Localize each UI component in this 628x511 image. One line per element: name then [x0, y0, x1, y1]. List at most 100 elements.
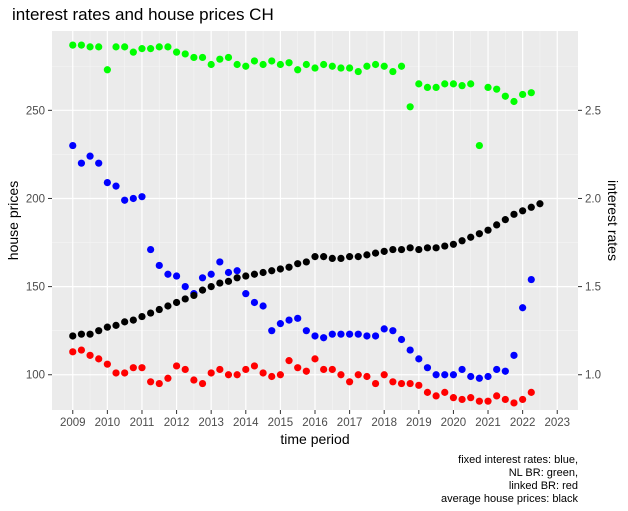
- data-point: [371, 249, 380, 257]
- data-point: [268, 267, 276, 275]
- data-point: [121, 318, 129, 326]
- x-tick-label: 2012: [164, 417, 190, 429]
- data-point: [484, 397, 492, 405]
- grid-major: [52, 31, 578, 410]
- data-point: [129, 316, 137, 324]
- data-point: [198, 274, 207, 282]
- data-point: [519, 395, 527, 404]
- data-point: [77, 41, 86, 49]
- y-left-tick-label: 200: [26, 193, 45, 205]
- data-point: [285, 263, 293, 271]
- chart-title: interest rates and house prices CH: [12, 5, 274, 24]
- data-point: [346, 330, 354, 338]
- data-point: [95, 355, 103, 363]
- data-point: [302, 258, 310, 266]
- data-point: [311, 64, 319, 72]
- data-point: [138, 193, 146, 201]
- data-point: [285, 357, 293, 365]
- data-point: [69, 348, 77, 356]
- data-point: [164, 43, 172, 51]
- series-0: [69, 141, 535, 382]
- data-point: [449, 240, 458, 248]
- y-axis-right: 1.0 1.5 2.0 2.5: [578, 105, 601, 382]
- data-point: [371, 60, 380, 69]
- data-point: [423, 364, 432, 372]
- data-point: [294, 66, 302, 74]
- data-point: [406, 244, 414, 252]
- data-point: [328, 62, 336, 70]
- data-point: [354, 330, 362, 338]
- data-point: [172, 362, 181, 370]
- y-axis-left: 100 150 200 250: [26, 105, 52, 382]
- data-point: [259, 369, 267, 377]
- data-point: [138, 364, 146, 372]
- data-point: [371, 332, 380, 340]
- data-point: [233, 267, 241, 275]
- data-point: [250, 270, 259, 278]
- data-point: [224, 277, 233, 285]
- x-tick-label: 2015: [268, 417, 294, 429]
- data-point: [276, 265, 284, 273]
- data-point: [233, 371, 241, 379]
- x-tick-label: 2010: [95, 417, 121, 429]
- data-point: [441, 242, 449, 250]
- data-point: [527, 275, 535, 284]
- data-point: [147, 378, 155, 386]
- data-point: [69, 332, 77, 340]
- data-point: [242, 62, 250, 70]
- data-point: [268, 372, 276, 381]
- data-point: [138, 45, 146, 53]
- data-point: [510, 210, 518, 218]
- data-point: [224, 53, 233, 62]
- data-point: [86, 330, 94, 338]
- y-right-tick-label: 2.0: [585, 193, 601, 205]
- data-point: [198, 286, 207, 294]
- data-point: [121, 43, 129, 51]
- data-point: [181, 50, 189, 58]
- x-tick-label: 2018: [371, 417, 397, 429]
- data-point: [233, 60, 241, 69]
- data-point: [475, 374, 483, 382]
- data-point: [328, 254, 336, 262]
- x-tick-label: 2023: [544, 417, 570, 429]
- data-point: [458, 82, 466, 90]
- data-point: [432, 371, 440, 379]
- data-point: [164, 374, 172, 382]
- data-point: [337, 254, 345, 262]
- data-point: [501, 395, 509, 404]
- data-point: [172, 48, 181, 56]
- data-point: [432, 244, 440, 252]
- data-point: [389, 378, 397, 386]
- data-point: [147, 45, 155, 53]
- data-point: [475, 397, 483, 405]
- x-tick-label: 2017: [337, 417, 363, 429]
- data-points: [69, 41, 544, 407]
- data-point: [259, 268, 267, 277]
- y-right-tick-label: 2.5: [585, 105, 601, 117]
- data-point: [519, 90, 527, 99]
- data-point: [415, 355, 423, 363]
- data-point: [103, 323, 111, 331]
- x-tick-label: 2011: [130, 417, 155, 429]
- data-point: [354, 67, 362, 76]
- data-point: [363, 251, 371, 259]
- data-point: [320, 334, 328, 342]
- data-point: [354, 253, 362, 261]
- data-point: [389, 327, 397, 335]
- data-point: [320, 60, 328, 69]
- data-point: [216, 258, 224, 266]
- data-point: [527, 388, 535, 396]
- data-point: [69, 41, 77, 49]
- data-point: [112, 321, 120, 329]
- data-point: [86, 351, 94, 359]
- data-point: [527, 203, 535, 211]
- data-point: [276, 60, 284, 69]
- data-point: [493, 85, 501, 93]
- data-point: [216, 365, 224, 374]
- data-point: [449, 394, 458, 402]
- data-point: [181, 365, 189, 374]
- y-right-tick-label: 1.5: [585, 282, 601, 294]
- data-point: [415, 381, 423, 389]
- caption-line: average house prices: black: [441, 493, 578, 505]
- data-point: [423, 388, 432, 396]
